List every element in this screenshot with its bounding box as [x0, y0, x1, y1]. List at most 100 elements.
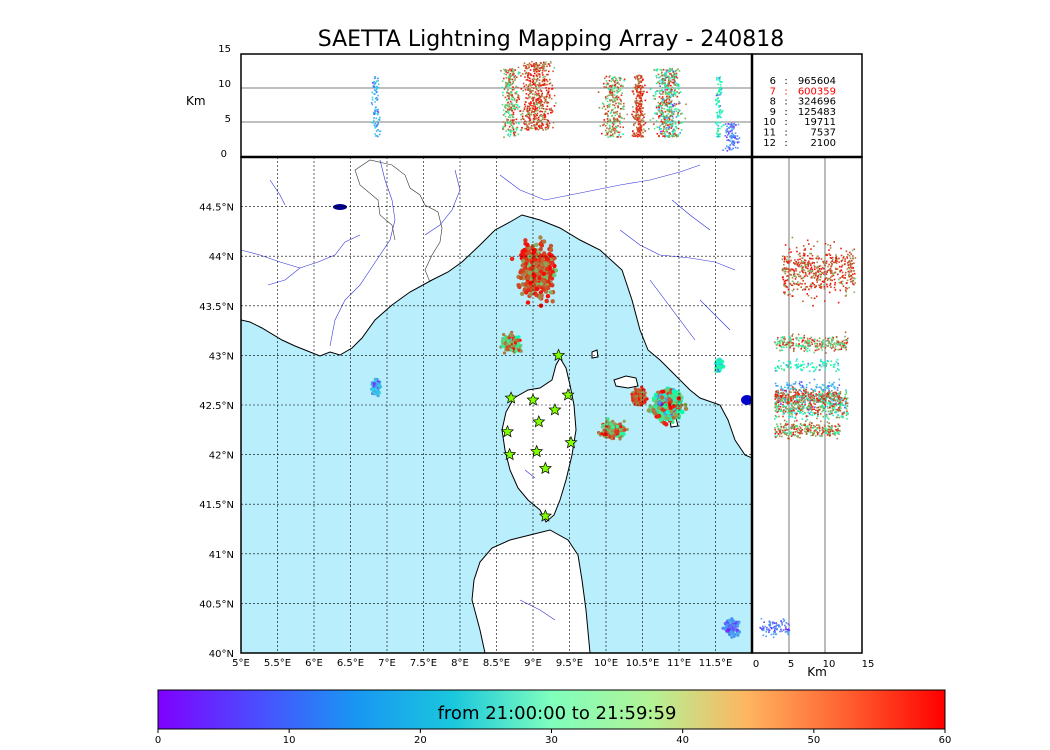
lightning-source-point [633, 387, 637, 391]
altitude-source-point [719, 133, 721, 135]
side-source-point [809, 270, 812, 273]
altitude-source-point [731, 142, 733, 144]
altitude-source-point [542, 114, 545, 117]
altitude-source-point [378, 130, 381, 132]
altitude-source-point [601, 107, 604, 109]
altitude-source-point [636, 102, 639, 104]
lightning-source-point [625, 427, 629, 432]
altitude-source-point [542, 124, 545, 126]
altitude-source-point [658, 76, 660, 79]
altitude-source-point [535, 88, 538, 91]
side-source-point [849, 257, 852, 260]
side-source-point [834, 283, 836, 286]
side-source-point [795, 343, 798, 345]
altitude-source-point [375, 112, 377, 115]
altitude-source-point [513, 105, 516, 108]
altitude-source-point [518, 98, 520, 100]
altitude-source-point [508, 76, 510, 78]
altitude-source-point [527, 109, 529, 112]
altitude-source-point [668, 93, 670, 96]
altitude-source-point [663, 79, 665, 82]
altitude-source-point [620, 77, 623, 80]
side-source-point [831, 256, 834, 259]
side-source-point [787, 343, 790, 346]
altitude-source-point [539, 67, 541, 70]
side-source-point [781, 269, 784, 272]
altitude-source-point [379, 130, 382, 132]
altitude-source-point [719, 105, 722, 107]
altitude-source-point [672, 132, 674, 134]
altitude-source-point [521, 126, 523, 129]
altitude-source-point [660, 130, 662, 133]
altitude-source-point [661, 123, 663, 125]
altitude-source-point [539, 97, 541, 100]
side-source-point [831, 263, 833, 266]
side-source-point [791, 236, 794, 239]
altitude-source-point [506, 104, 508, 106]
altitude-source-point [508, 85, 511, 87]
altitude-source-point [547, 91, 550, 94]
side-source-point [794, 259, 796, 261]
altitude-source-point [640, 103, 642, 106]
altitude-source-point [597, 91, 600, 93]
altitude-source-point [619, 136, 622, 138]
altitude-source-point [505, 130, 507, 132]
altitude-source-point [727, 131, 730, 133]
altitude-source-point [675, 108, 677, 110]
side-source-point [810, 257, 812, 260]
altitude-source-point [539, 76, 541, 78]
lightning-source-point [730, 617, 734, 621]
altitude-source-point [673, 84, 676, 86]
side-source-point [839, 277, 841, 279]
altitude-source-point [616, 120, 619, 123]
altitude-source-point [539, 110, 541, 113]
altitude-source-point [731, 129, 733, 132]
altitude-source-point [553, 105, 556, 107]
altitude-source-point [661, 101, 664, 104]
altitude-source-point [675, 82, 678, 85]
altitude-source-point [505, 104, 507, 106]
altitude-source-point [663, 99, 666, 102]
station-star [530, 444, 544, 458]
altitude-source-point [665, 76, 667, 79]
altitude-source-point [674, 122, 677, 125]
altitude-source-point [676, 77, 679, 79]
altitude-source-point [374, 110, 376, 112]
altitude-source-point [730, 137, 733, 140]
side-source-point [829, 261, 832, 264]
side-source-point [826, 269, 829, 272]
altitude-source-point [611, 125, 614, 128]
altitude-source-point [616, 130, 618, 133]
lightning-source-point [714, 368, 718, 373]
altitude-source-point [664, 136, 666, 138]
lightning-source-point [665, 409, 670, 415]
altitude-source-point [672, 120, 675, 122]
altitude-source-point [610, 99, 613, 101]
side-source-point [809, 257, 811, 260]
lightning-source-point [544, 298, 549, 304]
altitude-source-point [529, 90, 532, 93]
station-count-n: 7 [770, 86, 776, 97]
lightning-source-point [639, 394, 643, 398]
side-source-point [789, 339, 791, 342]
altitude-source-point [635, 85, 637, 87]
altitude-source-point [660, 109, 663, 112]
side-source-point [840, 247, 842, 250]
lightning-source-point [656, 405, 662, 410]
altitude-source-point [541, 95, 543, 98]
altitude-source-point [534, 68, 537, 71]
altitude-source-point [546, 123, 548, 126]
altitude-source-point [637, 78, 639, 80]
altitude-source-point [528, 115, 531, 117]
side-source-point [789, 344, 791, 347]
altitude-source-point [663, 80, 665, 83]
altitude-source-point [679, 102, 681, 104]
altitude-source-point [525, 101, 527, 103]
altitude-source-point [612, 78, 614, 80]
altitude-source-point [726, 125, 728, 128]
side-source-point [791, 344, 794, 347]
altitude-source-point [502, 109, 505, 112]
altitude-source-point [716, 94, 719, 97]
altitude-source-point [529, 81, 532, 83]
altitude-source-point [667, 109, 670, 112]
